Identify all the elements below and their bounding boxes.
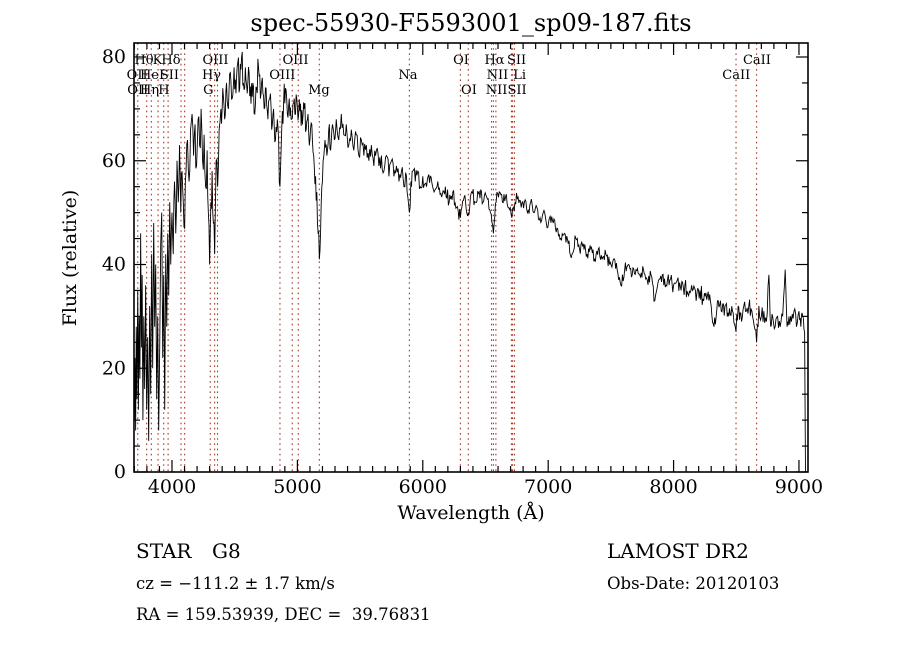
spectral-line-label: H bbox=[158, 83, 169, 98]
y-tick-label: 60 bbox=[102, 150, 126, 172]
spectral-line-markers bbox=[137, 43, 758, 472]
spectral-line-label: OII bbox=[127, 83, 148, 98]
spectral-line-label: Hγ bbox=[202, 68, 221, 83]
spectral-line-label: G bbox=[203, 83, 213, 98]
ra-dec-value: RA = 159.53939, DEC = 39.76831 bbox=[136, 605, 431, 624]
cz-value: cz = −111.2 ± 1.7 km/s bbox=[136, 574, 335, 593]
plot-frame bbox=[133, 42, 809, 473]
object-type-label: STAR bbox=[136, 539, 192, 563]
spectral-line-label: Na bbox=[398, 68, 417, 83]
axis-tick-labels: 4000 5000 6000 7000 8000 9000 0 20 40 60 80 bbox=[102, 46, 823, 498]
spectral-line-label: OII bbox=[127, 68, 148, 83]
x-tick-label: 6000 bbox=[399, 476, 447, 498]
spectral-line-label: Hδ bbox=[161, 53, 180, 68]
spectral-line-label: OIII bbox=[269, 68, 295, 83]
spectral-line-label: OIII bbox=[282, 53, 308, 68]
spectral-line-label: OI bbox=[461, 83, 477, 98]
x-tick-label: 7000 bbox=[524, 476, 572, 498]
x-tick-label: 5000 bbox=[273, 476, 321, 498]
x-tick-label: 9000 bbox=[775, 476, 823, 498]
spectral-line-label: K bbox=[153, 53, 163, 68]
y-tick-label: 40 bbox=[102, 254, 126, 276]
spectral-line-label: Hη bbox=[140, 83, 159, 98]
spectral-line-label: OI bbox=[453, 53, 469, 68]
y-tick-label: 80 bbox=[102, 46, 126, 68]
y-tick-label: 20 bbox=[102, 357, 126, 379]
spectral-line-label: Hθ bbox=[134, 53, 153, 68]
spectral-line-label: Mg bbox=[308, 83, 330, 98]
x-axis-title: Wavelength (Å) bbox=[397, 502, 544, 524]
axes-frame bbox=[133, 42, 809, 473]
spectral-line-label: NII bbox=[486, 83, 508, 98]
spectral-line-label: Hα bbox=[484, 53, 504, 68]
spectral-line-label: SII bbox=[507, 53, 526, 68]
spectral-line-label: Li bbox=[513, 68, 526, 83]
x-tick-label: 8000 bbox=[649, 476, 697, 498]
spectral-line-label: SII bbox=[160, 68, 179, 83]
axis-ticks bbox=[133, 43, 808, 473]
subclass-label: G8 bbox=[212, 539, 241, 563]
spectrum-trace bbox=[134, 51, 806, 472]
obs-date-value: Obs-Date: 20120103 bbox=[607, 574, 779, 593]
spectral-line-label: NII bbox=[487, 68, 509, 83]
spectral-line-label: CaII bbox=[743, 53, 771, 68]
plot-title: spec-55930-F5593001_sp09-187.fits bbox=[250, 9, 691, 37]
spectral-line-label: SII bbox=[507, 83, 526, 98]
y-tick-label: 0 bbox=[114, 461, 126, 483]
x-tick-label: 4000 bbox=[148, 476, 196, 498]
spectral-line-label: CaII bbox=[722, 68, 750, 83]
survey-label: LAMOST DR2 bbox=[607, 539, 749, 563]
spectrum-trace-group bbox=[134, 51, 806, 472]
spectral-line-label: OIII bbox=[202, 53, 228, 68]
y-axis-title: Flux (relative) bbox=[59, 190, 81, 327]
spectral-line-label: HeI bbox=[140, 68, 164, 83]
